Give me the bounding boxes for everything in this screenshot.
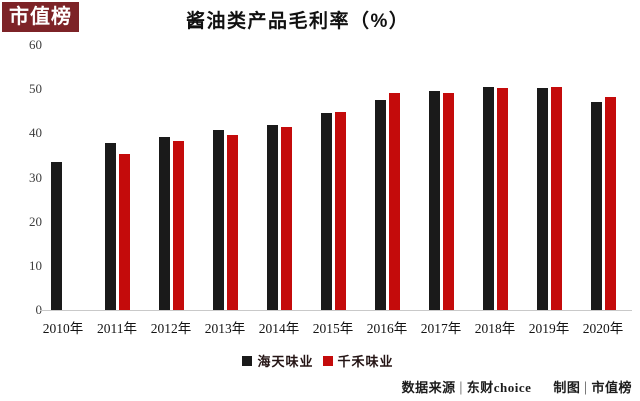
bar [482, 86, 494, 310]
y-axis-tick-label: 30 [29, 169, 42, 185]
x-axis-tick-label: 2014年 [258, 321, 300, 336]
y-axis-tick-label: 0 [35, 302, 43, 317]
y-axis-tick-label: 20 [29, 213, 42, 229]
bar-group [522, 45, 576, 310]
bar [550, 86, 562, 310]
x-axis-tick-label: 2013年 [204, 321, 246, 336]
x-axis-tick-label: 2012年 [150, 321, 192, 336]
bar [536, 87, 548, 310]
x-axis-tick-label: 2016年 [366, 321, 408, 336]
source-value: 东财choice [466, 380, 532, 395]
x-axis-tick-label: 2011年 [97, 321, 137, 336]
x-axis-tick-label: 2020年 [582, 321, 624, 336]
legend-label: 千禾味业 [337, 354, 394, 369]
bar-group [576, 45, 630, 310]
bar [158, 136, 170, 310]
separator: | [459, 377, 463, 395]
credit-value: 市值榜 [591, 380, 632, 395]
bar [442, 93, 454, 310]
x-axis-tick-label: 2015年 [312, 321, 354, 336]
x-axis-tick-label: 2019年 [528, 321, 570, 336]
bar [590, 101, 602, 310]
x-axis-labels: 2010年 2011年 2012年 2013年 2014年 2015年 2016年 2017年… [36, 317, 630, 337]
bar [118, 153, 130, 310]
bar [320, 113, 332, 310]
bar-group [36, 45, 90, 310]
bar [496, 87, 508, 310]
bar-group [198, 45, 252, 310]
y-axis-tick-label: 40 [29, 125, 42, 141]
bar-group [144, 45, 198, 310]
bar [374, 99, 386, 310]
x-axis-tick-label: 2017年 [420, 321, 462, 336]
y-axis-tick-label: 60 [29, 37, 42, 52]
source-label: 数据来源 [401, 380, 456, 395]
bar [104, 142, 116, 310]
bar [172, 140, 184, 310]
bar-group [468, 45, 522, 310]
legend-label: 海天味业 [257, 354, 314, 369]
bar [280, 126, 292, 310]
x-axis-tick-label: 2010年 [42, 321, 84, 336]
bar [428, 90, 440, 310]
footer-credits: 数据来源 | 东财choice 制图 | 市值榜 [402, 377, 632, 396]
legend-swatch-icon [242, 355, 253, 366]
chart-legend: 海天味业 千禾味业 [0, 351, 636, 370]
bar [266, 124, 278, 310]
bar-group [252, 45, 306, 310]
separator: | [584, 377, 588, 395]
bar [334, 111, 346, 310]
bar [226, 134, 238, 310]
bar [50, 162, 62, 310]
bar-plot-area [36, 45, 630, 310]
y-axis-tick-label: 50 [29, 81, 42, 97]
bar-group [90, 45, 144, 310]
bar [212, 130, 224, 310]
x-axis-tick-label: 2018年 [474, 321, 516, 336]
bar [604, 96, 616, 310]
bar-group [414, 45, 468, 310]
bar-group [360, 45, 414, 310]
legend-item: 海天味业 [242, 351, 313, 370]
chart-title: 酱油类产品毛利率（%） [186, 11, 410, 32]
bar-group [306, 45, 360, 310]
y-axis-tick-label: 10 [29, 257, 42, 273]
credit-label: 制图 [553, 380, 581, 395]
shizhibang-logo: 市值榜 [2, 2, 79, 32]
legend-swatch-icon [322, 355, 333, 366]
bar [388, 92, 400, 310]
x-axis-line [40, 310, 632, 311]
legend-item: 千禾味业 [322, 351, 394, 370]
